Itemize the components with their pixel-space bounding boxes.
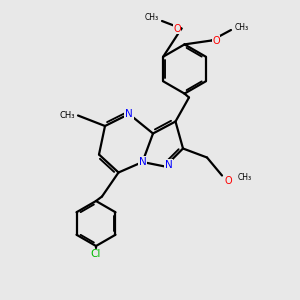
Text: N: N [165,160,172,170]
Text: CH₃: CH₃ [234,22,249,32]
Text: N: N [125,109,133,119]
Text: Cl: Cl [91,249,101,260]
Text: N: N [139,157,146,167]
Text: O: O [224,176,232,186]
Text: O: O [173,23,181,34]
Text: CH₃: CH₃ [60,111,75,120]
Text: CH₃: CH₃ [237,172,252,182]
Text: O: O [212,35,220,46]
Text: CH₃: CH₃ [144,14,159,22]
